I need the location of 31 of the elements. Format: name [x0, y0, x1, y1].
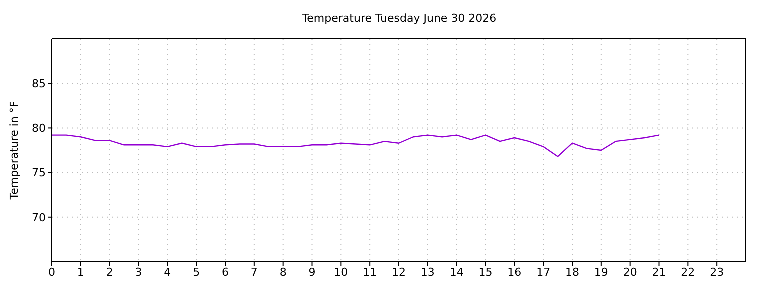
x-tick-label: 8	[280, 266, 287, 279]
x-tick-label: 18	[566, 266, 580, 279]
x-tick-label: 22	[681, 266, 696, 279]
x-tick-label: 15	[478, 266, 493, 279]
x-tick-label: 6	[222, 266, 229, 279]
x-tick-label: 21	[652, 266, 666, 279]
y-tick-label: 70	[32, 211, 46, 224]
x-tick-label: 10	[334, 266, 348, 279]
x-tick-label: 16	[508, 266, 522, 279]
x-tick-label: 7	[250, 266, 258, 279]
y-tick-label: 85	[32, 78, 46, 91]
x-tick-label: 17	[536, 266, 551, 279]
y-tick-label: 80	[32, 122, 46, 136]
x-tick-label: 2	[106, 266, 114, 279]
x-tick-label: 4	[164, 266, 172, 279]
x-tick-label: 12	[392, 266, 406, 279]
x-tick-label: 20	[623, 266, 638, 279]
x-tick-label: 11	[363, 266, 378, 279]
x-tick-label: 9	[308, 266, 316, 279]
x-tick-label: 5	[193, 266, 200, 279]
x-tick-label: 0	[48, 266, 56, 279]
chart-title: Temperature Tuesday June 30 2026	[301, 12, 498, 25]
y-axis-title: Temperature in °F	[8, 101, 21, 201]
x-tick-label: 23	[710, 266, 724, 279]
y-tick-label: 75	[32, 166, 46, 180]
x-tick-label: 3	[135, 266, 142, 279]
x-tick-label: 19	[594, 266, 608, 279]
line-series	[52, 134, 660, 158]
x-tick-label: 14	[450, 266, 464, 279]
x-tick-label: 1	[77, 266, 84, 279]
x-tick-label: 13	[420, 266, 435, 279]
